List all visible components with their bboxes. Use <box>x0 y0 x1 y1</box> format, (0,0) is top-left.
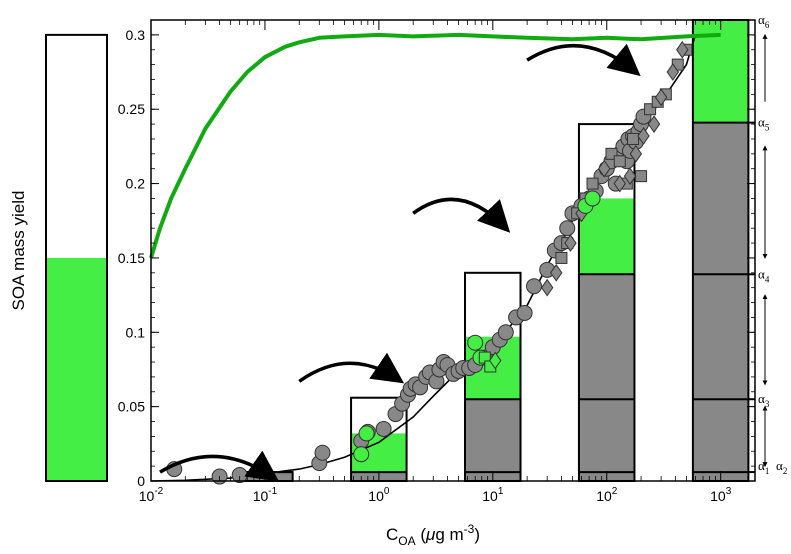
alpha-subscript: 1 <box>765 466 770 476</box>
curved-arrow-3 <box>526 43 641 77</box>
data-point-diamond <box>623 167 637 186</box>
alpha-subscript: 5 <box>765 123 770 133</box>
alpha-symbol: α <box>758 12 765 27</box>
data-point-square <box>635 170 648 183</box>
alpha-symbol: α <box>758 115 765 130</box>
bin-gray-fill <box>578 274 635 481</box>
data-point-diamond <box>676 40 689 59</box>
data-point-circle <box>314 444 331 461</box>
data-point-circle <box>497 324 514 341</box>
series-5-diamond <box>489 351 502 370</box>
y-tick-label: 0 <box>137 473 145 489</box>
data-point-diamond <box>637 127 650 145</box>
data-point-diamond <box>647 115 661 133</box>
alpha-symbol: α <box>758 458 765 473</box>
data-point-circle <box>375 420 392 437</box>
x-tick-base: 10 <box>482 488 498 504</box>
curved-arrow-2 <box>412 197 511 233</box>
x-label-superscript: -3 <box>464 522 475 536</box>
data-point-square <box>644 103 657 116</box>
x-label-main: C <box>386 525 398 544</box>
alpha-label-2: α2 <box>776 458 787 476</box>
data-point-circle <box>559 220 576 237</box>
alpha-label-4: α4 <box>758 266 770 284</box>
data-point-diamond <box>598 159 611 178</box>
data-point-diamond <box>564 234 577 252</box>
x-tick-base: 10 <box>710 488 726 504</box>
data-point-square <box>605 147 618 160</box>
alpha-subscript: 3 <box>765 399 770 409</box>
x-tick-label: 103 <box>710 486 732 504</box>
x-tick-base: 10 <box>596 488 612 504</box>
plot-frame <box>150 19 756 482</box>
x-tick-label: 100 <box>368 486 390 504</box>
alpha-symbol: α <box>776 458 783 473</box>
data-point-square <box>586 177 599 190</box>
y-tick-label: 0.1 <box>126 324 146 340</box>
curved-arrow-0 <box>159 450 280 482</box>
x-tick-base: 10 <box>368 488 384 504</box>
x-tick-exponent: 2 <box>612 486 618 497</box>
x-tick-label: 10-2 <box>139 486 164 504</box>
x-tick-exponent: -2 <box>154 486 163 497</box>
x-label-unit: g m <box>435 525 463 544</box>
side-bar-filled-fraction <box>46 257 107 481</box>
alpha-label-3: α3 <box>758 391 770 409</box>
data-point-square <box>627 132 640 145</box>
x-tick-label: 102 <box>596 486 618 504</box>
data-point-circle <box>584 190 601 207</box>
data-point-circle <box>358 425 375 442</box>
data-point-diamond <box>540 278 554 297</box>
data-point-circle <box>467 334 484 351</box>
y-axis-label: SOA mass yield <box>9 191 28 311</box>
data-point-diamond <box>613 174 626 193</box>
data-point-diamond <box>489 351 502 370</box>
x-tick-exponent: 0 <box>384 486 390 497</box>
data-point-square <box>555 251 568 264</box>
bin-gray-fill <box>692 122 749 481</box>
alpha-subscript: 4 <box>765 274 770 284</box>
bin-gray-fill <box>465 399 521 481</box>
x-axis-label: COA (μg m-3) <box>386 522 480 548</box>
x-tick-exponent: 3 <box>726 486 732 497</box>
data-point-diamond <box>666 63 680 81</box>
alpha-symbol: α <box>758 266 765 281</box>
x-tick-base: 10 <box>253 488 269 504</box>
vbs-bin-4 <box>691 19 750 482</box>
alpha-label-5: α5 <box>758 115 770 133</box>
y-tick-label: 0.15 <box>118 250 145 266</box>
series-3-circle <box>353 190 601 463</box>
green-yield-curve <box>149 32 721 259</box>
x-label-mu: μ <box>425 525 436 544</box>
data-point-circle <box>353 446 370 463</box>
x-label-close: ) <box>474 525 480 544</box>
data-point-diamond <box>654 88 668 107</box>
x-tick-label: 10-1 <box>253 486 278 504</box>
vbs-bin-2 <box>464 271 522 482</box>
y-tick-label: 0.25 <box>118 101 145 117</box>
data-point-square <box>613 155 626 168</box>
alpha-subscript: 6 <box>765 20 770 30</box>
data-point-diamond <box>549 263 563 282</box>
curved-arrow-1 <box>298 352 405 384</box>
x-tick-exponent: 1 <box>498 486 504 497</box>
x-tick-base: 10 <box>139 488 155 504</box>
data-point-circle <box>516 304 533 321</box>
data-point-circle <box>526 278 543 295</box>
y-tick-label: 0.3 <box>126 27 146 43</box>
alpha-symbol: α <box>758 391 765 406</box>
alpha-label-1: α1 <box>758 458 769 476</box>
x-label-paren: ( <box>416 525 427 544</box>
data-point-diamond <box>629 144 643 163</box>
alpha-label-6: α6 <box>758 12 770 30</box>
y-tick-label: 0.2 <box>126 176 146 192</box>
alpha-subscript: 2 <box>783 466 788 476</box>
x-tick-exponent: -1 <box>268 486 277 497</box>
x-label-subscript: OA <box>398 534 415 548</box>
x-tick-label: 101 <box>482 486 504 504</box>
side-bar-outline <box>45 33 108 482</box>
y-tick-label: 0.05 <box>118 399 145 415</box>
